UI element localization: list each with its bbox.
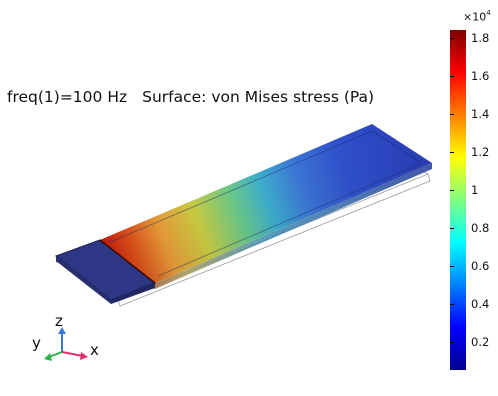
colorbar-tick-mark (450, 227, 454, 229)
colorbar-tick-label: 1.2 (471, 144, 490, 159)
colorbar (450, 30, 466, 370)
colorbar-tick-mark (450, 151, 454, 153)
colorbar-exponent-label: ×104 (463, 9, 491, 24)
axis-label-z: z (55, 312, 63, 330)
colorbar-tick-label: 1.8 (471, 30, 490, 45)
colorbar-tick-mark (450, 113, 454, 115)
colorbar-tick-label: 1.4 (471, 106, 490, 121)
colorbar-tick-mark (450, 341, 454, 343)
plate-inner-boundary (107, 130, 423, 277)
frequency-parameter-label: freq(1)=100 Hz (7, 88, 128, 106)
surface-expression-label: Surface: von Mises stress (Pa) (142, 88, 375, 106)
axes-triad (44, 327, 88, 361)
colorbar-tick-label: 1.6 (471, 68, 490, 83)
colorbar-tick-label: 0.2 (471, 334, 490, 349)
plot-title: freq(1)=100 Hz Surface: von Mises stress … (7, 88, 374, 106)
colorbar-tick-mark (450, 303, 454, 305)
colorbar-tick-mark (450, 75, 454, 77)
axis-label-x: x (90, 341, 99, 359)
colorbar-tick-mark (450, 189, 454, 191)
colorbar-tick-mark (450, 37, 454, 39)
colorbar-tick-label: 0.6 (471, 258, 490, 273)
colorbar-tick-label: 0.8 (471, 220, 490, 235)
colorbar-tick-mark (450, 265, 454, 267)
axis-label-y: y (32, 334, 41, 352)
colorbar-tick-label: 1 (471, 182, 479, 197)
colorbar-tick-label: 0.4 (471, 296, 490, 311)
